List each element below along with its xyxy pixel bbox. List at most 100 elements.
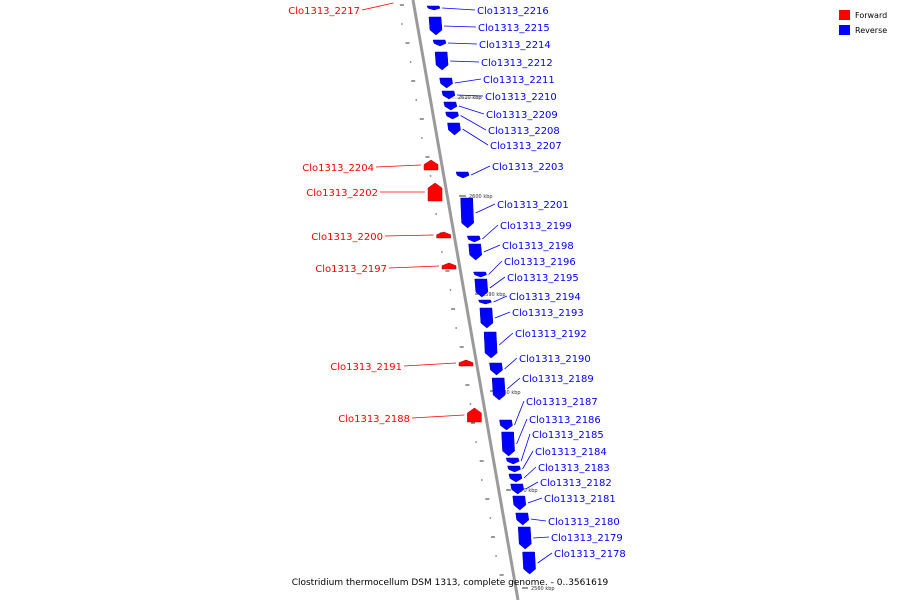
reverse-gene (489, 362, 503, 376)
legend-forward-label: Forward (855, 11, 887, 20)
reverse-gene-label: Clo1313_2178 (554, 549, 626, 560)
reverse-gene (455, 171, 470, 179)
label-connector (411, 414, 465, 419)
reverse-gene (460, 197, 474, 229)
reverse-gene (479, 307, 494, 329)
reverse-gene (512, 495, 527, 511)
reverse-gene-label: Clo1313_2210 (485, 92, 557, 103)
label-connector (493, 295, 508, 303)
reverse-gene-label: Clo1313_2214 (479, 40, 551, 51)
legend-reverse-swatch (839, 25, 850, 35)
reverse-gene (441, 90, 456, 100)
reverse-gene-label: Clo1313_2212 (481, 58, 553, 69)
forward-gene-label: Clo1313_2191 (330, 362, 402, 373)
label-connector (489, 276, 506, 289)
reverse-gene (499, 419, 513, 431)
label-connector (488, 260, 503, 275)
gene-features (423, 5, 536, 575)
gene-labels: Clo1313_2216 Clo1313_2215 Clo1313_2214 Clo1… (288, 2, 626, 564)
label-connector (482, 224, 499, 240)
forward-gene-label: Clo1313_2200 (311, 232, 383, 243)
label-connector (384, 234, 434, 237)
kbp-marker: 2590 kbp (482, 292, 506, 298)
label-connector (527, 497, 543, 504)
reverse-gene (517, 526, 532, 550)
label-connector (450, 60, 480, 63)
label-connector (454, 78, 482, 84)
reverse-gene-label: Clo1313_2194 (509, 292, 581, 303)
genome-caption: Clostridium thermocellum DSM 1313, compl… (291, 578, 609, 588)
label-connector (403, 362, 457, 367)
reverse-gene-label: Clo1313_2183 (538, 463, 610, 474)
label-connector (516, 418, 528, 445)
label-connector (460, 115, 487, 131)
reverse-gene-label: Clo1313_2193 (512, 308, 584, 319)
label-connector (443, 25, 477, 28)
legend-reverse-label: Reverse (855, 26, 887, 35)
forward-gene-label: Clo1313_2204 (302, 163, 374, 174)
label-connector (537, 552, 553, 564)
reverse-gene-label: Clo1313_2186 (529, 415, 601, 426)
label-connector (462, 128, 489, 146)
reverse-gene-label: Clo1313_2180 (548, 517, 620, 528)
label-connector (520, 433, 531, 462)
label-connector (375, 164, 422, 168)
reverse-gene-label: Clo1313_2190 (519, 354, 591, 365)
kbp-marker: 2580 kbp (497, 390, 521, 396)
label-connector (533, 536, 550, 539)
label-connector (523, 466, 537, 479)
reverse-gene-label: Clo1313_2215 (478, 23, 550, 34)
label-connector (504, 357, 518, 370)
reverse-gene (501, 431, 515, 457)
label-connector (525, 481, 539, 490)
forward-gene (423, 159, 439, 171)
reverse-gene-label: Clo1313_2189 (522, 374, 594, 385)
reverse-gene (515, 512, 530, 526)
label-connector (361, 2, 394, 11)
reverse-gene (434, 51, 449, 71)
reverse-gene (468, 243, 482, 261)
reverse-gene (432, 39, 447, 47)
legend: Forward Reverse (839, 10, 887, 35)
reverse-gene (508, 473, 523, 483)
reverse-gene-label: Clo1313_2187 (526, 397, 598, 408)
forward-gene (458, 359, 474, 367)
forward-gene-label: Clo1313_2197 (315, 264, 387, 275)
reverse-gene-label: Clo1313_2195 (507, 273, 579, 284)
label-connector (514, 400, 525, 426)
reverse-gene (439, 77, 453, 89)
reverse-gene-label: Clo1313_2208 (488, 126, 560, 137)
label-connector (494, 311, 511, 319)
reverse-gene (507, 465, 521, 473)
reverse-gene (466, 235, 481, 243)
reverse-gene-label: Clo1313_2199 (500, 221, 572, 232)
label-connector (522, 450, 534, 470)
reverse-gene (474, 278, 489, 298)
reverse-gene (483, 331, 498, 359)
reverse-gene (445, 111, 459, 120)
label-connector (470, 165, 491, 176)
forward-gene-label: Clo1313_2202 (306, 188, 378, 199)
forward-gene (467, 407, 482, 423)
reverse-gene-label: Clo1313_2201 (497, 200, 569, 211)
reverse-gene-label: Clo1313_2196 (504, 257, 576, 268)
reverse-gene (478, 299, 492, 305)
label-connector (388, 265, 440, 269)
reverse-gene-label: Clo1313_2181 (544, 494, 616, 505)
reverse-gene-label: Clo1313_2185 (532, 430, 604, 441)
genome-backbone (411, 0, 520, 600)
forward-gene (427, 182, 443, 202)
label-connector (442, 7, 476, 11)
reverse-gene (510, 483, 524, 495)
reverse-gene-label: Clo1313_2209 (486, 110, 558, 121)
legend-forward-swatch (839, 10, 850, 20)
label-connector (506, 377, 521, 390)
reverse-gene-label: Clo1313_2182 (540, 478, 612, 489)
reverse-gene (505, 457, 520, 465)
reverse-gene-label: Clo1313_2203 (492, 162, 564, 173)
reverse-gene-label: Clo1313_2207 (490, 141, 562, 152)
kbp-marker: 2610 kbp (458, 95, 482, 101)
reverse-gene (522, 551, 536, 575)
reverse-gene (426, 5, 441, 11)
forward-gene (441, 262, 457, 270)
